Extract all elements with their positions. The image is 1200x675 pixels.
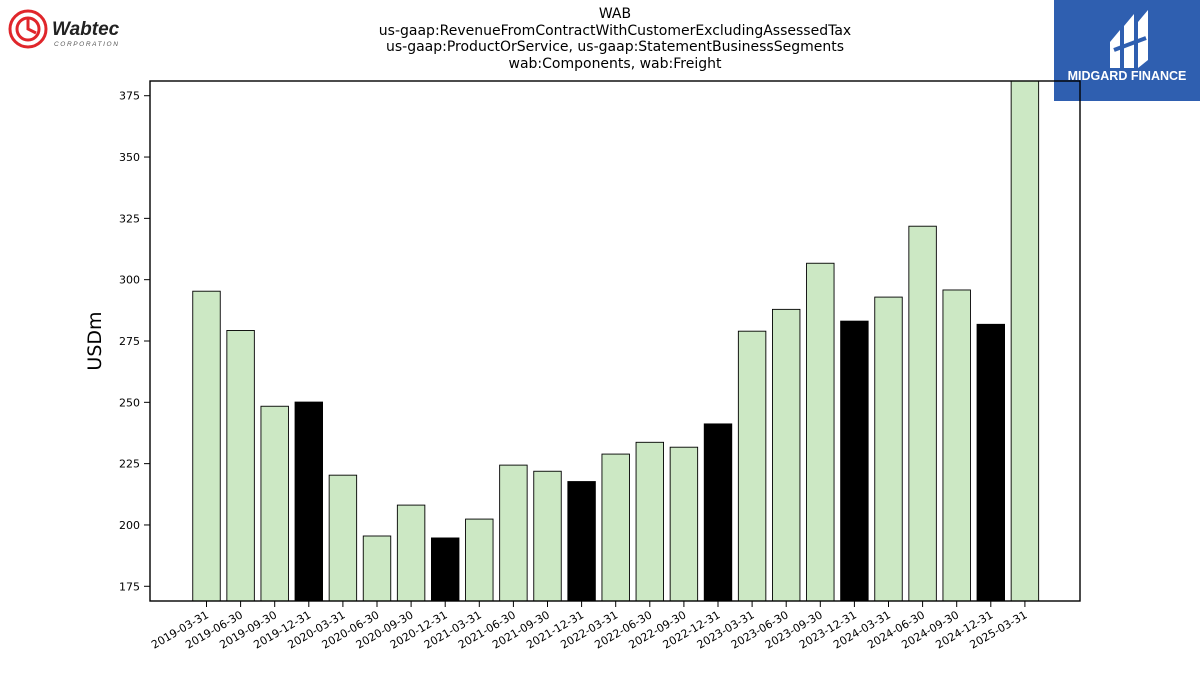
y-axis: 175 200 225 250 275 300 325 350 375 [119,90,150,593]
bar-2019-06-30 [226,330,255,602]
bar-2023-12-31 [840,320,869,602]
wabtec-logo-icon: Wabtec CORPORATION [8,9,120,49]
bar-2021-03-31 [465,518,494,602]
y-axis-label: USDm [84,311,106,370]
bar-2021-06-30 [499,464,528,602]
bar-2020-12-31 [431,537,460,602]
bar-2022-03-31 [601,453,630,602]
y-tick-label-250: 250 [119,396,140,409]
bar-2023-06-30 [772,308,801,602]
bar-2024-09-30 [942,289,971,602]
bar-2024-03-31 [874,296,903,602]
chart-subtitle-3: wab:Components, wab:Freight [508,55,722,72]
y-tick-label-175: 175 [119,580,140,593]
bar-2019-03-31 [192,290,221,602]
x-axis: 2019-03-312019-06-302019-09-302019-12-31… [149,601,1029,652]
y-tick-label-300: 300 [119,274,140,287]
midgard-logo-icon: MIDGARD FINANCE [1068,10,1187,83]
bar-2023-03-31 [737,330,767,602]
bar-2020-06-30 [362,535,392,602]
chart-titles: WAB us-gaap:RevenueFromContractWithCusto… [150,6,1080,72]
bar-2023-09-30 [806,262,835,602]
bar-2024-12-31 [976,323,1005,602]
y-tick-label-350: 350 [119,151,140,164]
wabtec-logo-subtitle: CORPORATION [54,41,120,48]
bar-2025-03-31 [1010,80,1040,602]
y-tick-label-275: 275 [119,335,140,348]
bar-2022-12-31 [703,423,733,602]
bar-2020-03-31 [328,474,358,602]
bars-group [192,80,1040,602]
bar-2019-12-31 [294,401,323,602]
y-tick-label-225: 225 [119,458,140,471]
wabtec-logo: Wabtec CORPORATION [6,6,146,52]
bar-2024-06-30 [908,225,937,602]
y-tick-label-375: 375 [119,90,140,103]
bar-2021-12-31 [567,481,596,602]
bar-2022-06-30 [635,441,664,602]
plot-frame [149,80,1081,602]
chart-title: WAB [598,6,632,22]
wabtec-logo-name: Wabtec [52,19,120,40]
y-tick-label-200: 200 [119,519,140,532]
midgard-finance-logo: MIDGARD FINANCE [1054,0,1200,101]
chart-subtitle-1: us-gaap:RevenueFromContractWithCustomerE… [378,22,852,39]
bar-2021-09-30 [533,470,562,602]
chart-subtitle-2: us-gaap:ProductOrService, us-gaap:Statem… [385,39,844,55]
bar-2022-09-30 [669,446,699,602]
midgard-logo-name: MIDGARD FINANCE [1068,69,1187,83]
y-tick-label-325: 325 [119,212,140,225]
bar-2019-09-30 [260,405,289,602]
bar-2020-09-30 [396,504,426,602]
